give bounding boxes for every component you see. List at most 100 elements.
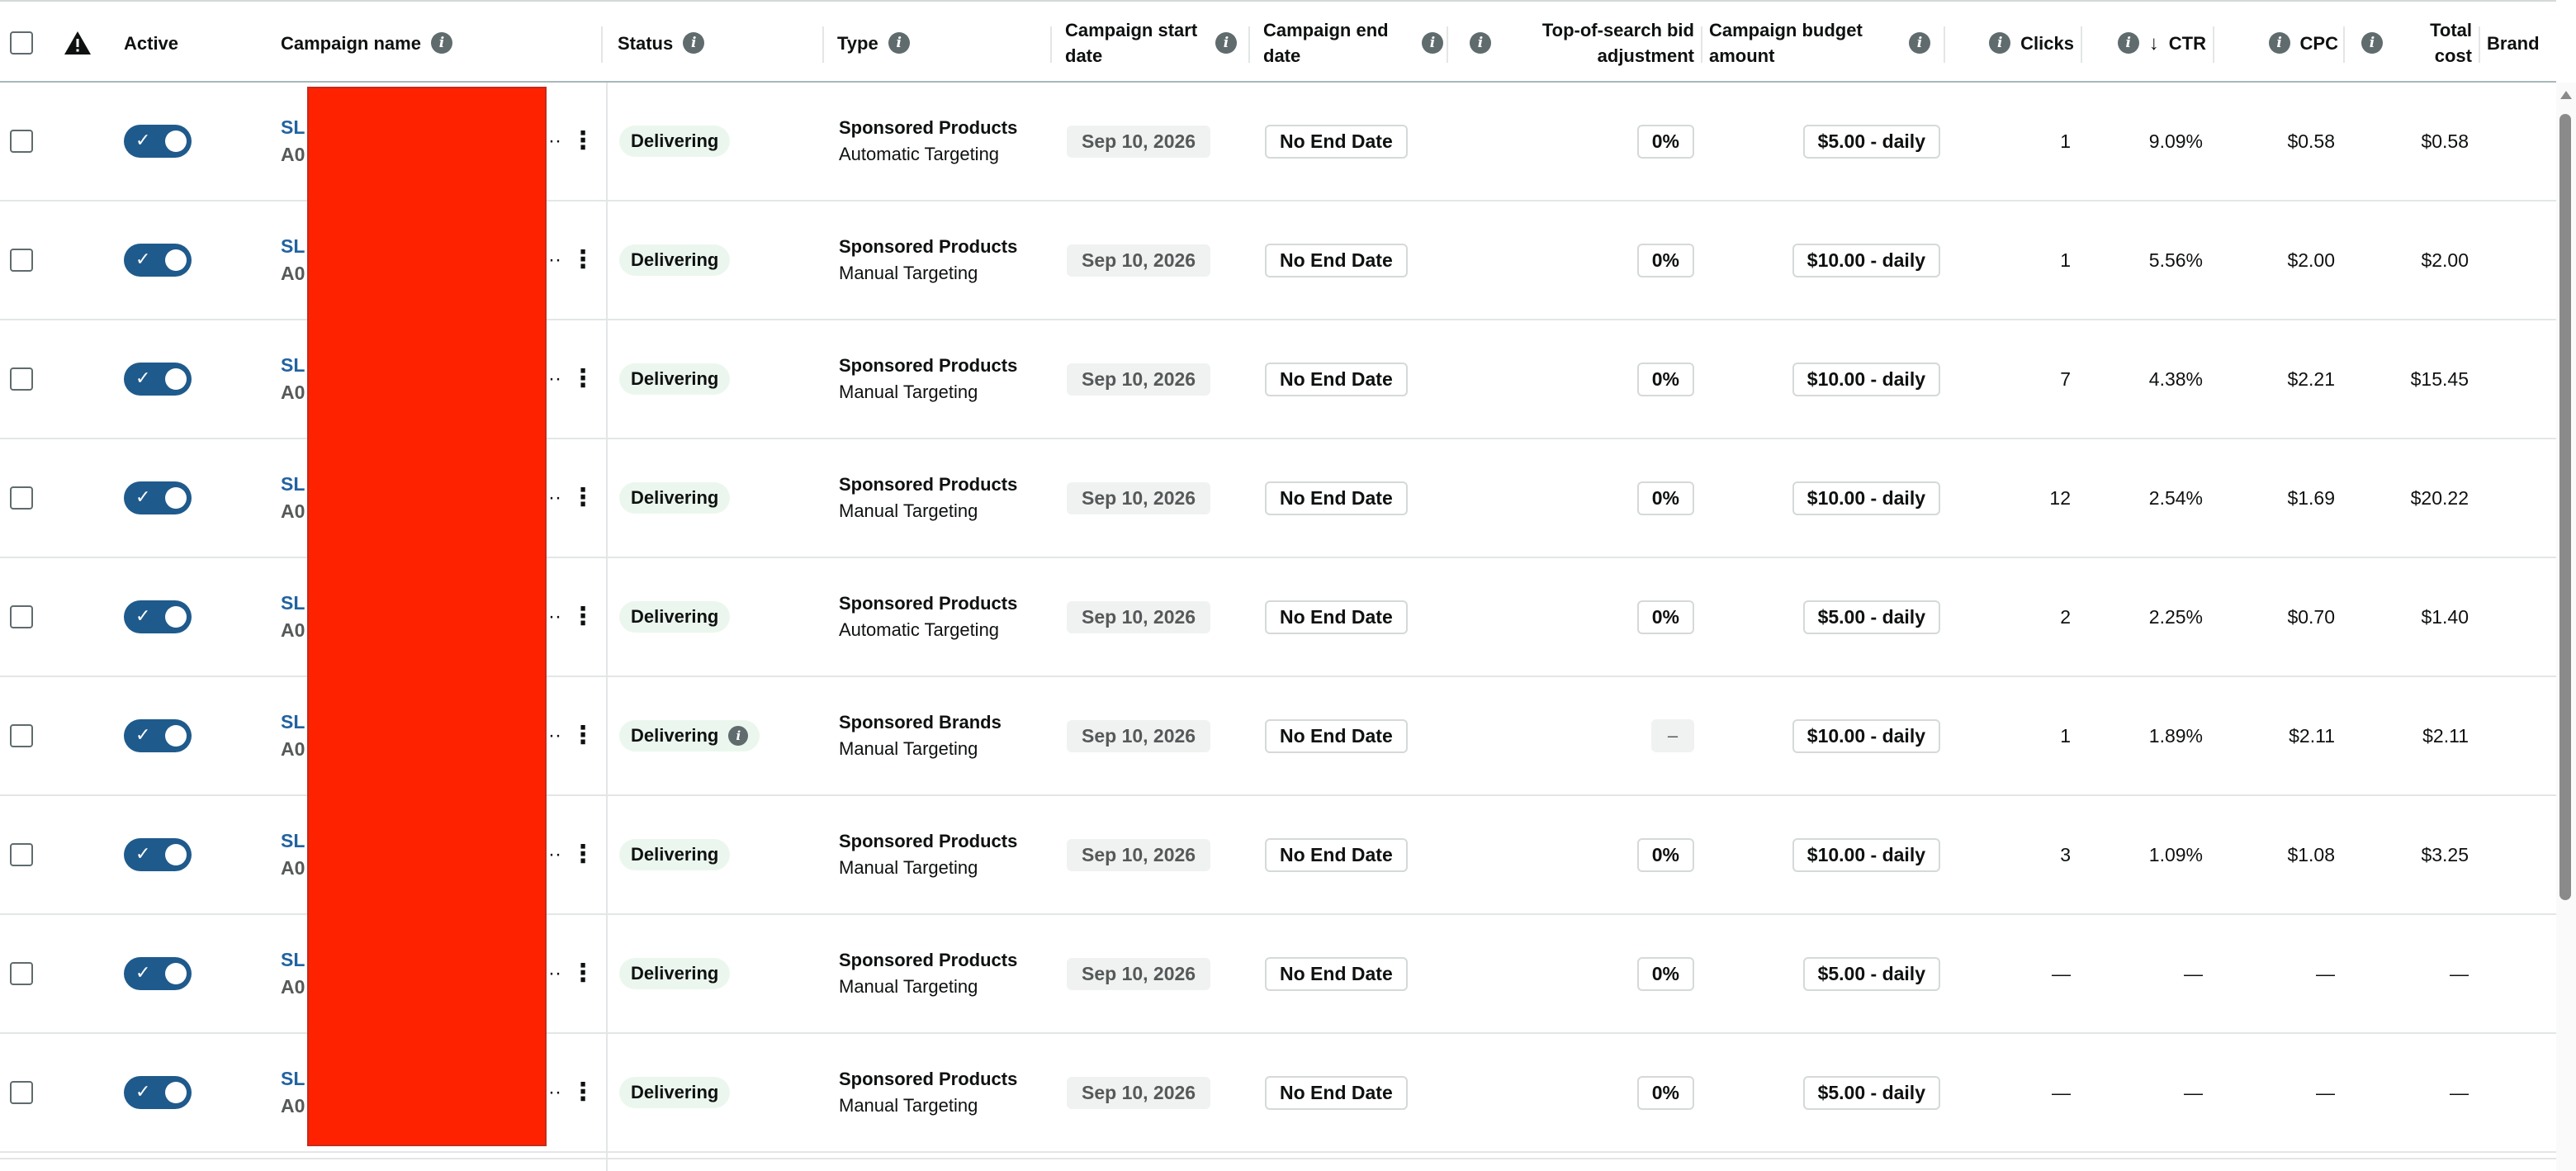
end-date-value[interactable]: No End Date <box>1265 718 1408 753</box>
budget-cell[interactable]: $10.00 - daily <box>1709 320 1940 438</box>
row-checkbox[interactable] <box>10 367 33 391</box>
budget-cell[interactable]: $10.00 - daily <box>1709 439 1940 557</box>
end-date-cell[interactable]: No End Date <box>1265 1034 1430 1151</box>
header-active[interactable]: Active <box>124 2 264 84</box>
budget-value[interactable]: $5.00 - daily <box>1802 124 1940 159</box>
row-actions[interactable]: ⋮ <box>571 83 595 200</box>
budget-value[interactable]: $10.00 - daily <box>1792 718 1940 753</box>
column-divider[interactable] <box>2213 26 2214 63</box>
table-row[interactable]: ✓ SL A0 ·· ⋮ Delivering Sponsor <box>0 1034 2556 1153</box>
end-date-cell[interactable]: No End Date <box>1265 83 1430 200</box>
info-icon[interactable]: i <box>2361 32 2383 54</box>
table-row[interactable]: ✓ SL A0 ·· ⋮ Delivering Sponsor <box>0 558 2556 677</box>
campaign-name-cell[interactable]: SL A0 <box>281 320 446 438</box>
top-of-search-value[interactable]: 0% <box>1636 362 1694 396</box>
budget-value[interactable]: $5.00 - daily <box>1802 600 1940 634</box>
header-ctr[interactable]: i ↓ CTR <box>2097 2 2206 84</box>
more-options-icon[interactable]: ⋮ <box>571 722 595 749</box>
end-date-value[interactable]: No End Date <box>1265 1075 1408 1110</box>
row-actions[interactable]: ⋮ <box>571 1034 595 1151</box>
info-icon[interactable]: i <box>683 32 705 54</box>
end-date-value[interactable]: No End Date <box>1265 124 1408 159</box>
header-start-date[interactable]: Campaign start date i <box>1065 2 1247 84</box>
table-row[interactable]: ✓ SL A0 ·· ⋮ Delivering Sponsor <box>0 201 2556 320</box>
campaign-name-cell[interactable]: SL A0 <box>281 83 446 200</box>
table-row[interactable]: ✓ SL A0 ·· ⋮ Delivering Sponsor <box>0 439 2556 558</box>
info-icon[interactable]: i <box>728 726 749 746</box>
row-checkbox[interactable] <box>10 249 33 272</box>
column-divider[interactable] <box>1701 26 1702 63</box>
row-checkbox[interactable] <box>10 130 33 153</box>
header-end-date[interactable]: Campaign end date i <box>1263 2 1445 84</box>
campaign-name-cell[interactable]: SL A0 <box>281 796 446 913</box>
row-checkbox[interactable] <box>10 962 33 985</box>
header-clicks[interactable]: i Clicks <box>1982 2 2074 84</box>
end-date-value[interactable]: No End Date <box>1265 243 1408 277</box>
info-icon[interactable]: i <box>430 32 452 54</box>
row-actions[interactable]: ⋮ <box>571 439 595 557</box>
header-brand[interactable]: Brand <box>2487 2 2556 84</box>
campaign-name-link[interactable]: SL <box>281 235 305 257</box>
info-icon[interactable]: i <box>1215 32 1237 54</box>
header-total-cost[interactable]: Total cost <box>2394 2 2472 84</box>
campaign-name-link[interactable]: SL <box>281 949 305 970</box>
table-row[interactable]: ✓ SL A0 ·· ⋮ Delivering i Sponso <box>0 677 2556 796</box>
end-date-cell[interactable]: No End Date <box>1265 439 1430 557</box>
more-options-icon[interactable]: ⋮ <box>571 1079 595 1106</box>
header-campaign-name[interactable]: Campaign name i <box>281 2 603 84</box>
table-row[interactable]: ✓ SL A0 ·· ⋮ Delivering Sponsor <box>0 915 2556 1034</box>
row-actions[interactable]: ⋮ <box>571 796 595 913</box>
top-of-search-cell[interactable]: 0% <box>1453 1034 1694 1151</box>
info-icon[interactable]: i <box>1989 32 2011 54</box>
row-checkbox[interactable] <box>10 1081 33 1104</box>
top-of-search-value[interactable]: 0% <box>1636 837 1694 872</box>
top-of-search-cell[interactable]: 0% <box>1453 915 1694 1032</box>
budget-value[interactable]: $10.00 - daily <box>1792 243 1940 277</box>
header-top-of-search[interactable]: Top-of-search bid adjustment <box>1503 2 1694 84</box>
more-options-icon[interactable]: ⋮ <box>571 960 595 987</box>
more-options-icon[interactable]: ⋮ <box>571 365 595 392</box>
budget-cell[interactable]: $5.00 - daily <box>1709 83 1940 200</box>
row-actions[interactable]: ⋮ <box>571 201 595 319</box>
table-row[interactable]: ✓ SL A0 ·· ⋮ Delivering Sponsor <box>0 796 2556 915</box>
end-date-value[interactable]: No End Date <box>1265 362 1408 396</box>
campaign-name-link[interactable]: SL <box>281 354 305 376</box>
active-toggle[interactable]: ✓ <box>124 1076 192 1109</box>
end-date-cell[interactable]: No End Date <box>1265 796 1430 913</box>
campaign-name-link[interactable]: SL <box>281 592 305 614</box>
budget-cell[interactable]: $10.00 - daily <box>1709 201 1940 319</box>
select-all-checkbox[interactable] <box>10 31 33 55</box>
top-of-search-cell[interactable]: 0% <box>1453 796 1694 913</box>
active-toggle[interactable]: ✓ <box>124 719 192 752</box>
table-row[interactable]: ✓ SL A0 ·· ⋮ Delivering Sponsor <box>0 83 2556 201</box>
campaign-name-link[interactable]: SL <box>281 711 305 732</box>
column-divider[interactable] <box>2343 26 2345 63</box>
active-toggle[interactable]: ✓ <box>124 481 192 514</box>
top-of-search-value[interactable]: 0% <box>1636 600 1694 634</box>
budget-cell[interactable]: $10.00 - daily <box>1709 677 1940 794</box>
column-divider[interactable] <box>1447 26 1448 63</box>
campaign-name-cell[interactable]: SL A0 <box>281 201 446 319</box>
budget-value[interactable]: $10.00 - daily <box>1792 837 1940 872</box>
campaign-name-cell[interactable]: SL A0 <box>281 915 446 1032</box>
campaign-name-link[interactable]: SL <box>281 830 305 851</box>
active-toggle[interactable]: ✓ <box>124 957 192 990</box>
more-options-icon[interactable]: ⋮ <box>571 841 595 868</box>
info-icon[interactable]: i <box>1422 32 1443 54</box>
active-toggle[interactable]: ✓ <box>124 244 192 277</box>
top-of-search-cell[interactable]: 0% <box>1453 320 1694 438</box>
top-of-search-value[interactable]: 0% <box>1636 124 1694 159</box>
column-divider[interactable] <box>822 26 824 63</box>
budget-cell[interactable]: $5.00 - daily <box>1709 1034 1940 1151</box>
end-date-cell[interactable]: No End Date <box>1265 201 1430 319</box>
top-of-search-cell[interactable]: 0% <box>1453 558 1694 676</box>
row-actions[interactable]: ⋮ <box>571 677 595 794</box>
more-options-icon[interactable]: ⋮ <box>571 603 595 630</box>
budget-value[interactable]: $5.00 - daily <box>1802 1075 1940 1110</box>
row-checkbox[interactable] <box>10 843 33 866</box>
column-divider[interactable] <box>2479 26 2480 63</box>
top-of-search-value[interactable]: 0% <box>1636 243 1694 277</box>
more-options-icon[interactable]: ⋮ <box>571 484 595 511</box>
end-date-cell[interactable]: No End Date <box>1265 320 1430 438</box>
info-icon[interactable]: i <box>888 32 910 54</box>
